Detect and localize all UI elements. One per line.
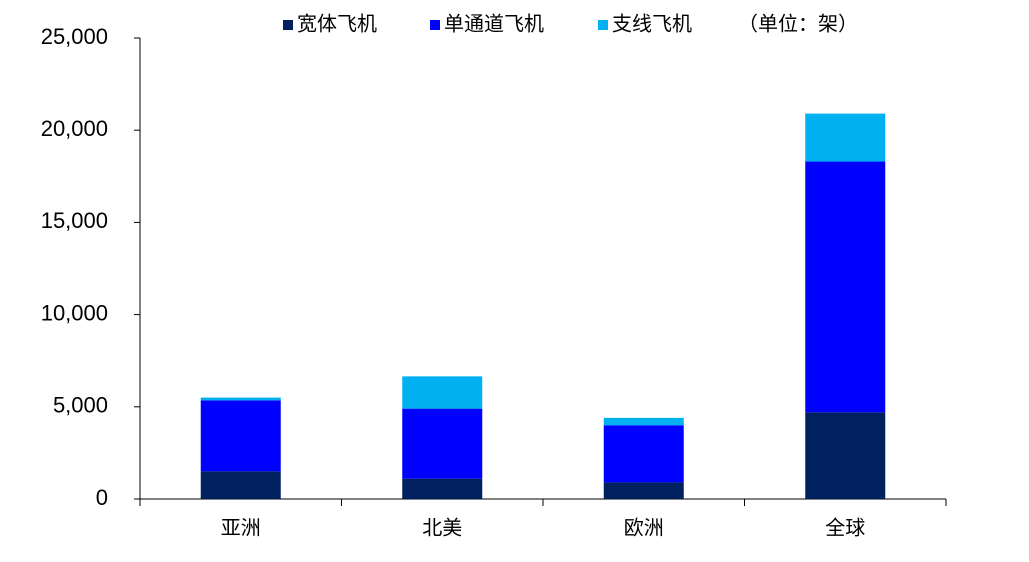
bar-segment: [200, 397, 281, 401]
bar-segment: [402, 478, 483, 499]
bar-segment: [805, 161, 886, 413]
bar-segment: [402, 408, 483, 479]
legend-swatch: [598, 20, 608, 30]
legend-swatch: [430, 20, 440, 30]
bar-segment: [200, 471, 281, 499]
y-tick-label: 5,000: [53, 393, 108, 418]
bar-segment: [805, 412, 886, 499]
legend-label: 单通道飞机: [444, 12, 544, 35]
y-tick-label: 25,000: [41, 24, 108, 49]
y-tick-label: 0: [96, 485, 108, 510]
y-tick-label: 20,000: [41, 116, 108, 141]
y-tick-label: 10,000: [41, 300, 108, 325]
bar-segment: [603, 482, 684, 499]
bar-segment: [402, 376, 483, 409]
legend-label: 支线飞机: [612, 12, 692, 35]
unit-annotation: （单位：架）: [738, 12, 858, 35]
bar-segment: [603, 425, 684, 483]
y-tick-label: 15,000: [41, 208, 108, 233]
legend-swatch: [283, 20, 293, 30]
x-tick-label: 全球: [825, 516, 865, 539]
bar-segment: [805, 113, 886, 162]
bar-segment: [200, 400, 281, 472]
x-tick-label: 亚洲: [221, 517, 261, 539]
x-tick-label: 北美: [422, 516, 462, 539]
bar-segment: [603, 417, 684, 426]
x-tick-label: 欧洲: [624, 516, 664, 539]
legend-label: 宽体飞机: [297, 12, 377, 35]
